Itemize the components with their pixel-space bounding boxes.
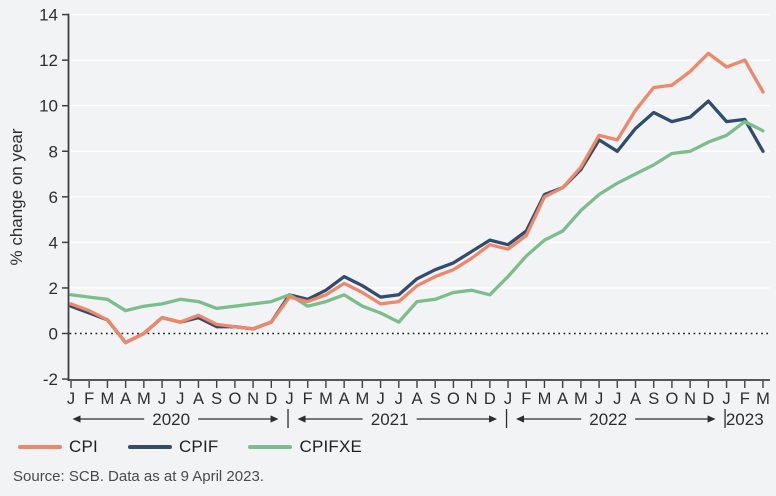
legend-label-cpi: CPI [69,437,98,456]
arrow-right-icon [489,415,498,423]
series-line-cpif [69,99,765,345]
month-letter: F [303,390,313,408]
month-letter: J [595,390,603,408]
y-tick-label: 8 [49,142,58,161]
month-letter: F [84,390,94,408]
legend-item-cpi: CPI [18,437,98,457]
arrow-right-icon [270,415,279,423]
month-letter: A [339,390,350,408]
month-letter: J [67,390,75,408]
month-letter: A [193,390,204,408]
legend-item-cpifxe: CPIFXE [248,437,362,457]
year-label: 2021 [371,410,409,429]
month-letter: J [176,390,184,408]
month-letter: D [484,390,496,408]
month-letter: M [137,390,151,408]
month-letter: N [684,390,696,408]
month-letter: O [447,390,460,408]
y-tick-label: 12 [39,51,58,70]
month-letter: A [630,390,641,408]
legend-item-cpif: CPIF [127,437,219,457]
y-tick-label: 4 [49,233,58,252]
month-letter: D [702,390,714,408]
month-letter: J [504,390,512,408]
legend-swatch-cpif [127,445,172,449]
year-label: 2023 [726,410,764,429]
y-tick-label: 6 [49,188,58,207]
month-letter: M [756,390,770,408]
series-line-cpifxe [69,119,765,324]
source-note: Source: SCB. Data as at 9 April 2023. [13,468,264,485]
y-tick-label: 2 [49,279,58,298]
arrow-right-icon [707,415,716,423]
legend-label-cpifxe: CPIFXE [299,437,363,456]
month-letter: S [211,390,222,408]
month-letter: J [376,390,384,408]
month-letter: N [247,390,259,408]
year-axis-row: 2020 2021 2022 2023 [72,409,764,429]
month-letter: J [613,390,621,408]
month-letter: D [265,390,277,408]
y-axis-ticks: 14 12 10 8 6 4 2 0 -2 [39,6,69,389]
month-letter: N [466,390,478,408]
series-lines [69,51,765,345]
y-axis-title: % change on year [7,128,26,265]
arrow-left-icon [72,415,81,423]
month-letter: S [430,390,441,408]
month-letter: S [648,390,659,408]
month-letter: A [557,390,568,408]
series-line-cpi [69,51,765,345]
month-letter: M [355,390,369,408]
arrow-left-icon [297,415,306,423]
y-tick-label: 14 [39,6,58,25]
arrow-left-icon [516,415,525,423]
month-letter: O [666,390,679,408]
month-letter: J [285,390,293,408]
gridlines [69,13,770,335]
month-letter: J [158,390,166,408]
month-letter: A [411,390,422,408]
month-letter: M [538,390,552,408]
month-letter: F [740,390,750,408]
month-letter: J [722,390,730,408]
month-letter: M [101,390,115,408]
legend: CPI CPIF CPIFXE [18,437,362,457]
y-tick-label: 0 [49,325,58,344]
month-letter: M [574,390,588,408]
legend-swatch-cpi [18,445,62,449]
y-tick-label: -2 [43,370,58,389]
legend-swatch-cpifxe [248,445,293,449]
year-label: 2022 [589,410,627,429]
y-tick-label: 10 [39,97,58,116]
axes [67,13,770,381]
month-letter: M [319,390,333,408]
month-letter: J [395,390,403,408]
month-letter: F [521,390,531,408]
legend-label-cpif: CPIF [178,437,219,456]
year-label: 2020 [152,410,190,429]
month-letter: O [228,390,241,408]
month-letter: A [120,390,131,408]
